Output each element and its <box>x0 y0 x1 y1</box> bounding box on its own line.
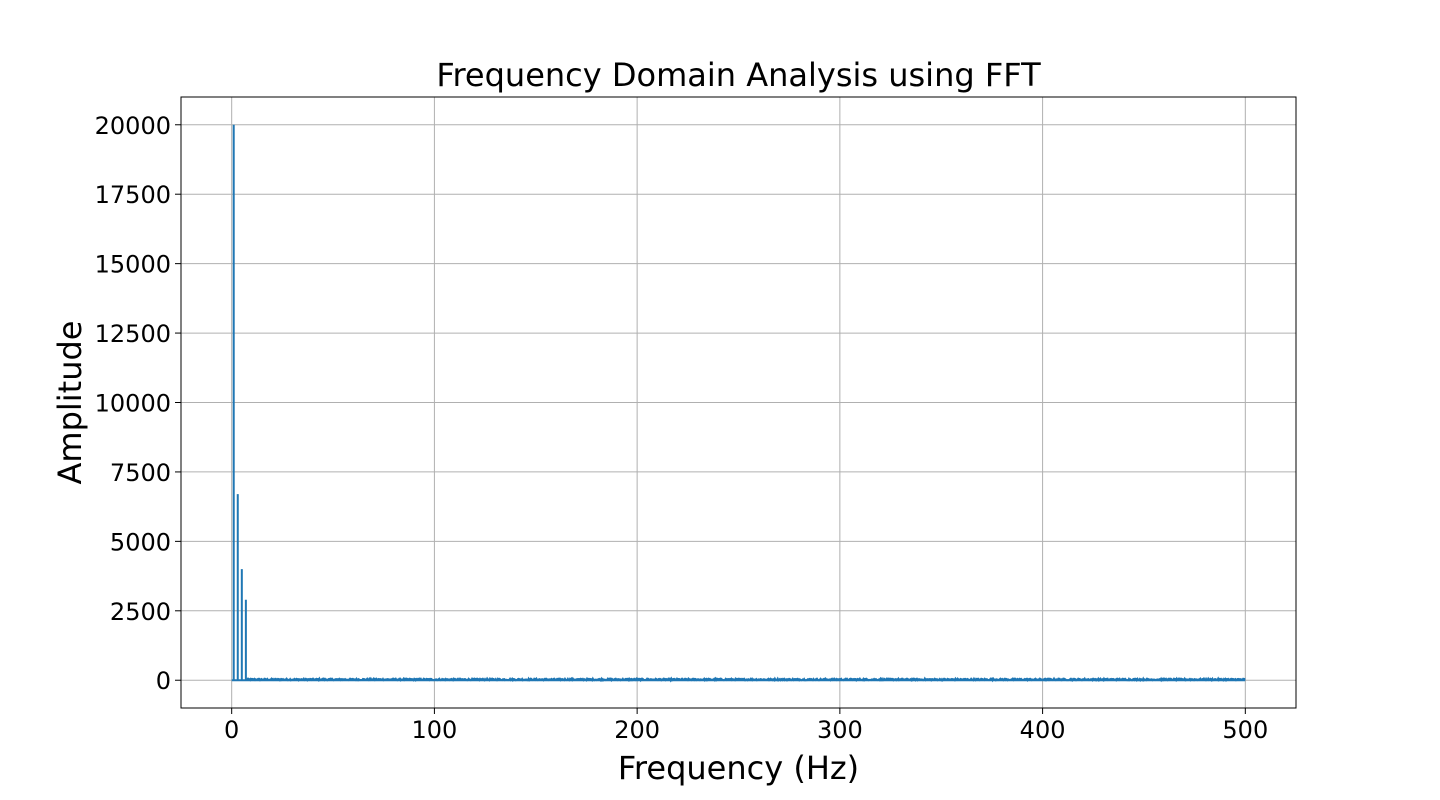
y-axis-label: Amplitude <box>51 321 89 485</box>
y-tick-label: 10000 <box>95 390 171 418</box>
grid-lines <box>181 97 1296 708</box>
x-tick-label: 300 <box>817 716 863 744</box>
y-tick-label: 17500 <box>95 181 171 209</box>
data-series <box>231 124 1246 683</box>
chart-title: Frequency Domain Analysis using FFT <box>436 56 1041 94</box>
x-tick-label: 100 <box>412 716 458 744</box>
y-tick-label: 20000 <box>95 112 171 140</box>
y-tick-label: 12500 <box>95 320 171 348</box>
x-tick-label: 200 <box>614 716 660 744</box>
axis-ticks: 0 100 200 300 400 500025005000750010000125001… <box>95 112 1269 744</box>
y-tick-label: 0 <box>156 667 171 695</box>
y-tick-label: 15000 <box>95 251 171 279</box>
y-tick-label: 7500 <box>110 459 171 487</box>
y-tick-label: 5000 <box>110 528 171 556</box>
x-tick-label: 500 <box>1222 716 1268 744</box>
amplitude-series-line <box>231 124 1246 682</box>
x-tick-label: 0 <box>224 716 239 744</box>
x-axis-label: Frequency (Hz) <box>618 749 859 787</box>
y-tick-label: 2500 <box>110 598 171 626</box>
x-tick-label: 400 <box>1020 716 1066 744</box>
